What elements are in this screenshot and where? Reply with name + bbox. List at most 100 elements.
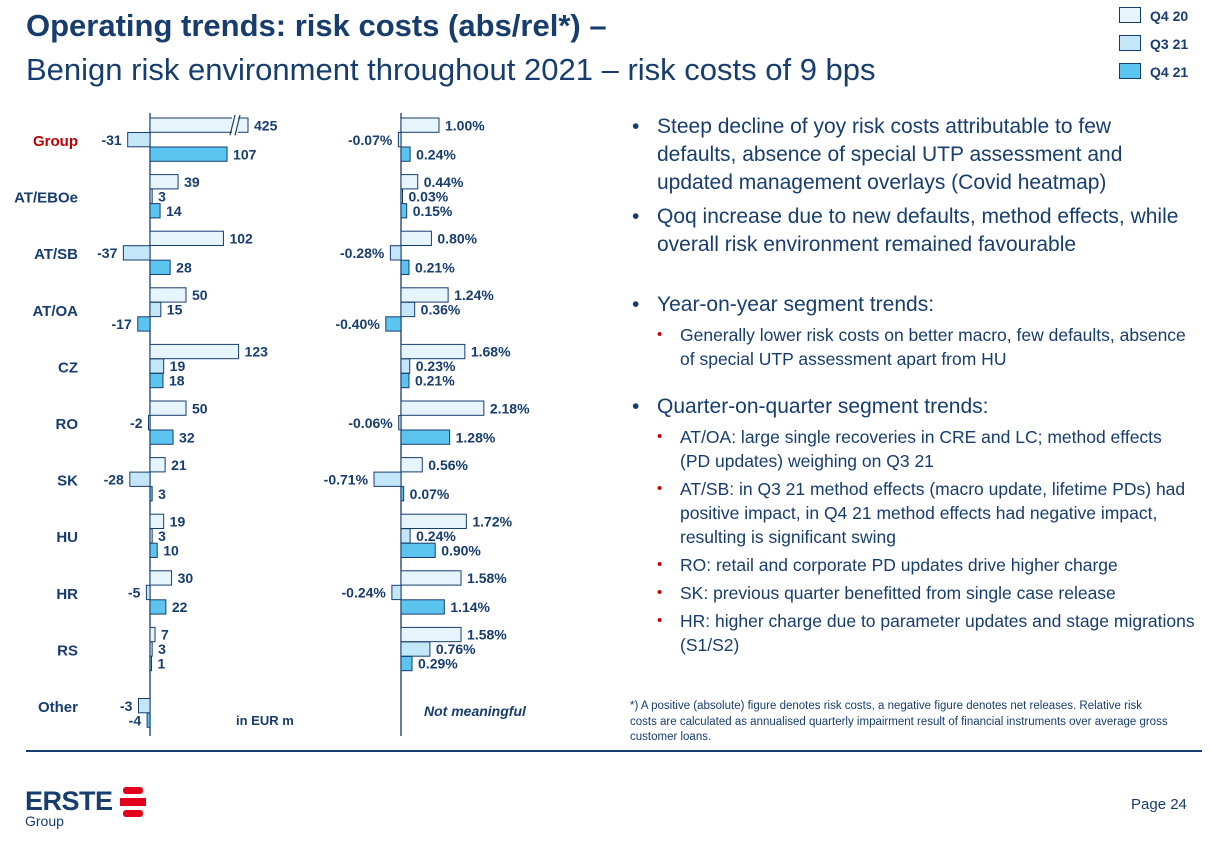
abs-chart-unit-note: in EUR m [236,713,294,728]
bar-0-at-eboe-q4-21 [149,203,161,219]
legend-swatch-q4-20 [1119,7,1141,23]
bar-0-sk-q4-21 [149,486,153,502]
bar-0-cz-q4-20 [149,343,240,360]
data-label-1-hu-q4-20: 1.72% [472,514,512,530]
bar-1-at-sb-q4-20 [400,230,432,246]
page-number: Page 24 [1131,796,1187,813]
data-label-0-ro-q4-21: 32 [179,429,195,445]
legend-swatch-q3-21 [1119,35,1141,51]
data-label-1-cz-q4-21: 0.21% [415,373,455,389]
bar-0-hr-q4-21 [149,599,167,615]
data-label-1-hr-q4-20: 1.58% [467,570,507,586]
data-label-0-hr-q3-21: -5 [128,585,141,601]
category-label-at-oa: AT/OA [32,303,78,320]
bar-0-group-q3-21 [127,132,151,148]
bullet-qoq-segment-trends: Quarter-on-quarter segment trends: [630,393,1195,421]
data-label-0-hu-q4-20: 19 [170,514,186,530]
axis-break-mark-right [234,114,241,136]
data-label-0-rs-q4-20: 7 [161,627,169,643]
data-label-1-at-eboe-q3-21: 0.03% [409,188,449,204]
data-label-1-at-oa-q4-20: 1.24% [454,287,494,303]
legend-label-q3-21: Q3 21 [1150,36,1189,52]
data-label-0-ro-q3-21: -2 [130,415,143,431]
bar-1-cz-q4-21 [400,372,410,389]
data-label-1-at-eboe-q4-21: 0.15% [413,203,453,219]
bar-0-at-sb-q3-21 [122,245,151,261]
data-label-1-sk-q3-21: -0.71% [324,471,369,487]
bar-0-rs-q4-21 [149,655,152,672]
bar-0-hu-q3-21 [149,528,153,544]
rel-chart-note: Not meaningful [424,703,526,719]
legend-swatch-q4-21 [1119,63,1141,79]
bar-0-sk-q4-20 [149,457,166,473]
bar-0-group-q4-21 [149,146,228,162]
data-label-0-hu-q4-21: 10 [163,543,179,559]
bar-1-hu-q3-21 [400,528,411,544]
bar-0-ro-q3-21 [148,415,151,431]
bar-1-cz-q3-21 [400,358,411,374]
data-label-0-group-q3-21: -31 [101,132,121,148]
data-label-0-other-q4-21: -4 [129,712,142,728]
data-label-1-sk-q4-21: 0.07% [410,486,450,502]
data-label-1-ro-q4-20: 2.18% [490,400,530,416]
category-label-sk: SK [57,473,78,490]
data-label-1-hr-q3-21: -0.24% [342,585,387,601]
bar-1-at-sb-q4-21 [400,259,410,275]
data-label-0-at-sb-q4-21: 28 [176,260,192,276]
data-label-1-ro-q3-21: -0.06% [348,415,393,431]
data-label-0-rs-q4-21: 1 [158,656,166,672]
data-label-1-rs-q3-21: 0.76% [436,641,476,657]
bar-1-at-eboe-q3-21 [400,188,403,204]
bar-1-sk-q4-20 [400,457,423,473]
sub-bullet-at-oa: AT/OA: large single recoveries in CRE an… [630,425,1195,473]
data-label-1-group-q4-20: 1.00% [445,117,485,133]
bar-0-rs-q4-20 [149,626,156,643]
data-label-0-ro-q4-20: 50 [192,400,208,416]
bar-0-rs-q3-21 [149,641,153,657]
data-label-0-at-eboe-q3-21: 3 [158,188,166,204]
data-label-0-sk-q4-20: 21 [171,457,187,473]
bar-1-group-q4-20 [400,117,440,133]
data-label-1-cz-q3-21: 0.23% [416,358,456,374]
bar-0-hr-q4-20 [149,570,173,586]
bar-0-at-oa-q4-20 [149,287,187,303]
bar-1-hr-q4-21 [400,599,445,615]
category-label-ro: RO [56,416,79,433]
bar-1-hu-q4-20 [400,513,467,530]
bar-0-hr-q3-21 [145,584,151,601]
erste-logo: ERSTE Group [25,786,146,829]
category-label-at-sb: AT/SB [34,246,78,263]
legend-label-q4-20: Q4 20 [1150,8,1189,24]
data-label-0-group-q4-20: 425 [254,117,278,133]
data-label-1-at-oa-q3-21: 0.36% [421,302,461,318]
category-label-at-eboe: AT/EBOe [14,190,78,207]
page-subtitle: Benign risk environment throughout 2021 … [26,52,876,87]
data-label-0-at-eboe-q4-20: 39 [184,174,200,190]
bar-0-at-sb-q4-21 [149,259,171,275]
bar-1-rs-q4-21 [400,655,413,672]
bar-0-group-q4-20 [149,117,249,133]
bar-1-cz-q4-20 [400,343,466,360]
bar-0-at-eboe-q4-20 [149,174,179,190]
footer-divider [26,750,1202,752]
bar-0-at-oa-q4-21 [137,316,151,332]
bar-1-hr-q3-21 [391,584,402,601]
category-label-rs: RS [57,642,78,659]
data-label-0-other-q3-21: -3 [120,698,133,714]
data-label-0-hr-q4-20: 30 [178,570,194,586]
legend-label-q4-21: Q4 21 [1150,64,1189,80]
bar-1-ro-q4-20 [400,400,485,416]
bar-1-ro-q3-21 [398,415,402,431]
erste-s-icon [120,787,146,817]
category-label-other: Other [38,699,78,716]
data-label-0-at-sb-q3-21: -37 [97,245,117,261]
commentary: Steep decline of yoy risk costs attribut… [630,113,1195,657]
data-label-0-cz-q3-21: 19 [170,358,186,374]
bar-0-hu-q4-21 [149,542,158,559]
data-label-1-rs-q4-21: 0.29% [418,656,458,672]
data-label-1-ro-q4-21: 1.28% [456,429,496,445]
data-label-0-hu-q3-21: 3 [158,528,166,544]
bar-0-ro-q4-20 [149,400,187,416]
sub-bullet-ro: RO: retail and corporate PD updates driv… [630,553,1195,577]
bar-0-at-sb-q4-20 [149,230,224,246]
